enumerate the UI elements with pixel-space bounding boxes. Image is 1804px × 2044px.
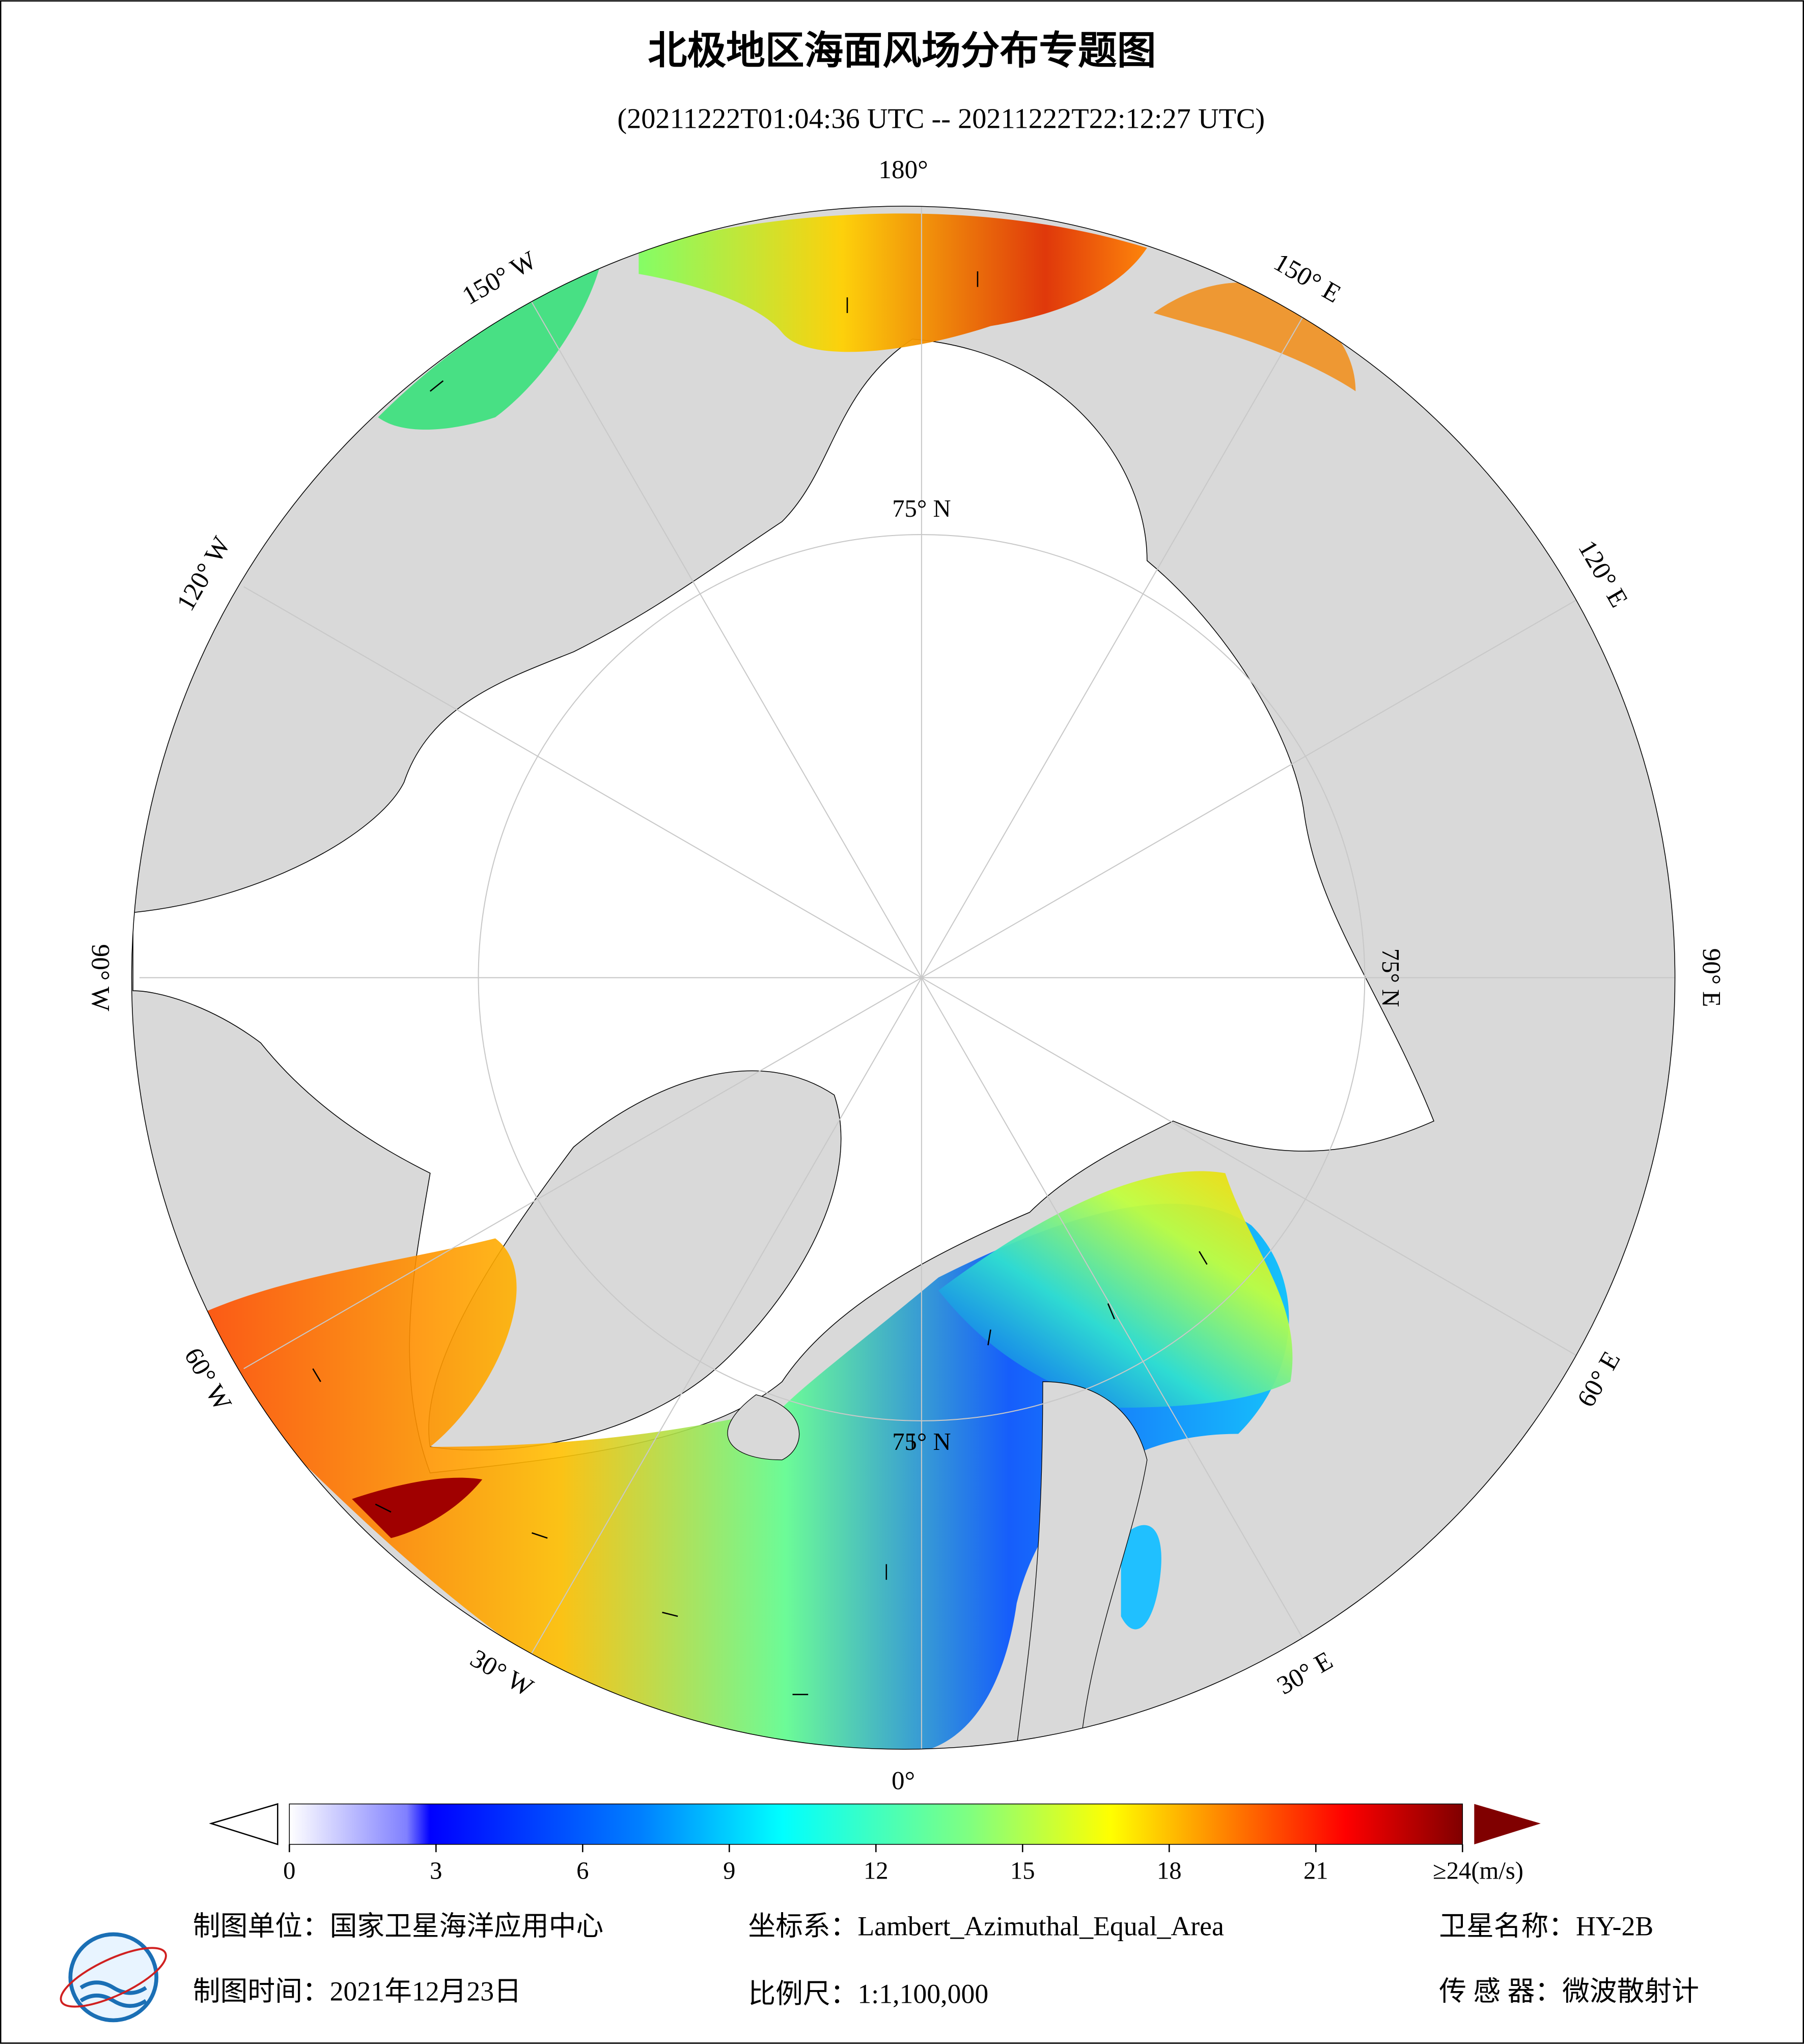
footer-date: 制图时间：2021年12月23日 <box>193 1976 521 2007</box>
title: 北极地区海面风场分布专题图 <box>648 30 1156 73</box>
wind-field <box>639 213 1147 352</box>
graticule <box>139 206 1675 1749</box>
wind-field <box>938 1171 1293 1408</box>
colorbar-bar <box>289 1803 1463 1845</box>
footer-sensor: 传 感 器：微波散射计 <box>1439 1976 1699 2007</box>
logo <box>60 1932 167 2023</box>
map <box>131 206 1675 1749</box>
colorbar-tick-label: 9 <box>723 1857 735 1884</box>
scandinavia <box>1016 1381 1148 1747</box>
lat-label: 75° N <box>892 1428 951 1455</box>
footer-scale: 比例尺：1:1,100,000 <box>748 1979 988 2009</box>
lon-label: 0° <box>892 1766 915 1795</box>
lat-label: 75° N <box>1377 948 1404 1007</box>
colorbar-tick-label: 18 <box>1157 1857 1182 1884</box>
lon-label: 90° W <box>86 944 115 1012</box>
colorbar-tick-label: 0 <box>283 1857 295 1884</box>
colorbar-over <box>1474 1804 1541 1844</box>
colorbar-tick-label: 6 <box>576 1857 589 1884</box>
colorbar-tick-label: 3 <box>430 1857 442 1884</box>
colorbar-tick-label: 12 <box>864 1857 889 1884</box>
iceland <box>727 1394 800 1461</box>
lon-label: 90° E <box>1697 948 1726 1007</box>
lon-label: 180° <box>878 155 928 184</box>
wind-field <box>1121 1525 1161 1630</box>
colorbar-tick-label: 21 <box>1303 1857 1328 1884</box>
footer-satellite: 卫星名称：HY-2B <box>1439 1911 1653 1942</box>
colorbar-tick-label: ≥24(m/s) <box>1433 1857 1523 1884</box>
footer-unit: 制图单位：国家卫星海洋应用中心 <box>193 1911 603 1942</box>
colorbar-tick-label: 15 <box>1010 1857 1035 1884</box>
lat-label: 75° N <box>892 495 951 522</box>
subtitle: (20211222T01:04:36 UTC -- 20211222T22:12… <box>617 103 1265 134</box>
wind-arrows <box>312 271 1208 1695</box>
colorbar: 0 3 6 9 12 15 18 21 ≥24(m/s) <box>209 1803 1541 1884</box>
wind-field <box>352 1477 483 1538</box>
footer-crs: 坐标系：Lambert_Azimuthal_Equal_Area <box>748 1911 1224 1942</box>
colorbar-under <box>209 1803 279 1845</box>
map-border <box>131 206 1676 1750</box>
